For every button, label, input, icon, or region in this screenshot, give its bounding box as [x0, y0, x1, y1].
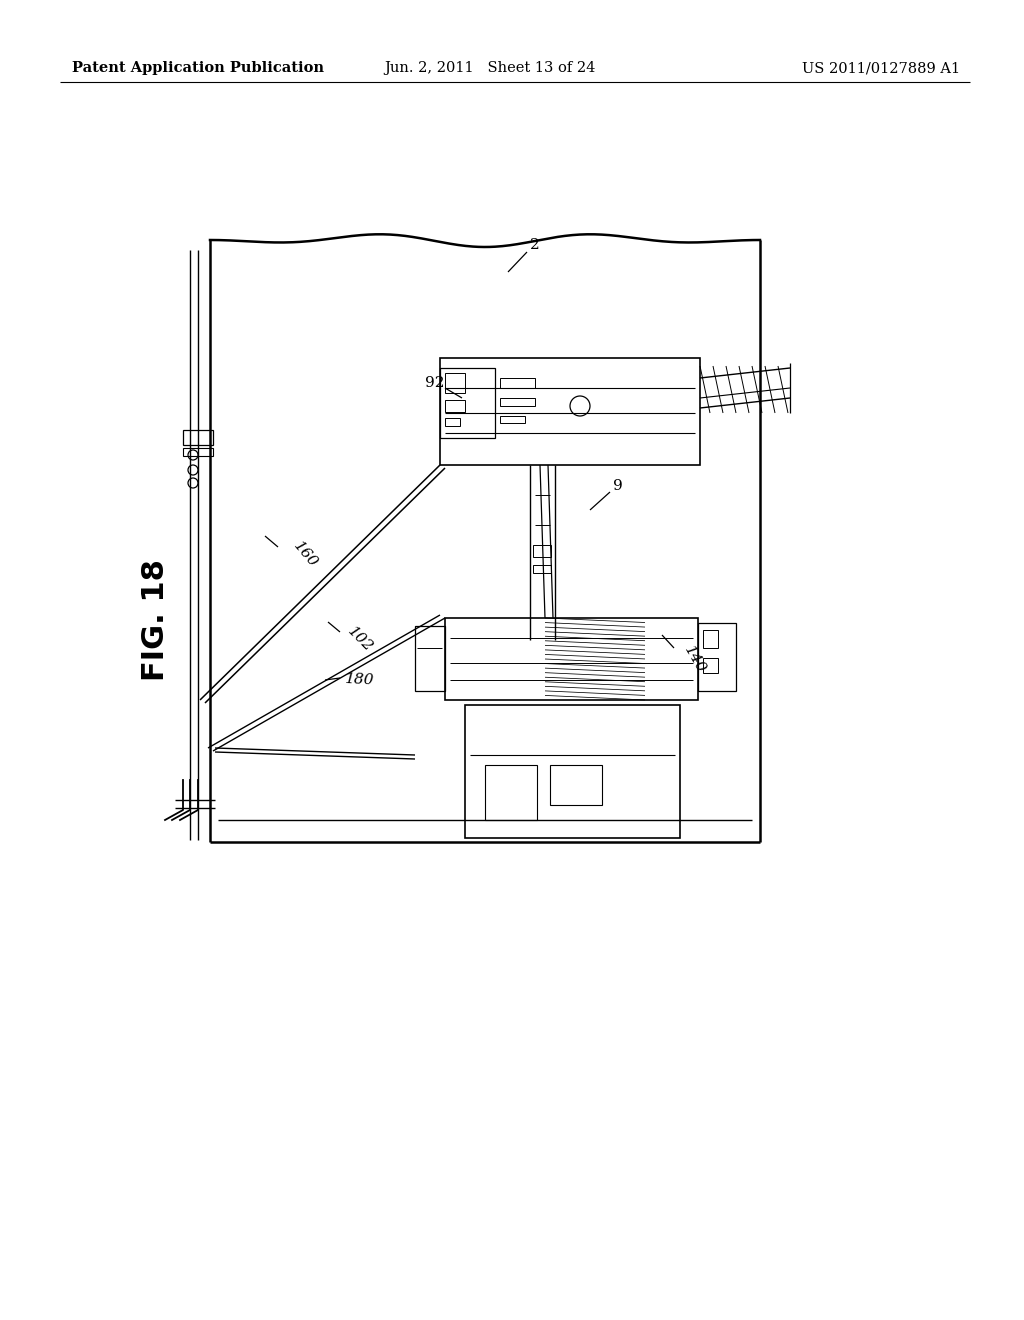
Text: FIG. 18: FIG. 18	[140, 560, 170, 681]
Bar	[445, 418, 460, 426]
Text: 9: 9	[613, 479, 623, 492]
Bar	[550, 766, 602, 805]
Bar	[698, 623, 736, 690]
Text: US 2011/0127889 A1: US 2011/0127889 A1	[802, 61, 961, 75]
Bar	[534, 565, 551, 573]
Text: 160: 160	[290, 540, 319, 570]
Bar	[485, 766, 537, 820]
Bar	[445, 400, 465, 412]
Bar	[465, 705, 680, 838]
Text: 140: 140	[682, 644, 709, 676]
Bar	[500, 378, 535, 388]
Text: Patent Application Publication: Patent Application Publication	[72, 61, 324, 75]
Bar	[415, 626, 445, 690]
Bar	[183, 447, 213, 455]
Bar	[703, 630, 718, 648]
Text: 92: 92	[425, 376, 444, 389]
Bar	[500, 399, 535, 407]
Bar	[500, 416, 525, 422]
Bar	[183, 430, 213, 445]
Bar	[534, 545, 551, 557]
Text: 102: 102	[345, 624, 375, 655]
Text: 2: 2	[530, 238, 540, 252]
Bar	[440, 368, 495, 438]
Text: Jun. 2, 2011   Sheet 13 of 24: Jun. 2, 2011 Sheet 13 of 24	[384, 61, 596, 75]
Bar	[445, 618, 698, 700]
Bar	[440, 358, 700, 465]
Bar	[445, 374, 465, 393]
Text: 180: 180	[345, 672, 375, 688]
Bar	[703, 657, 718, 673]
